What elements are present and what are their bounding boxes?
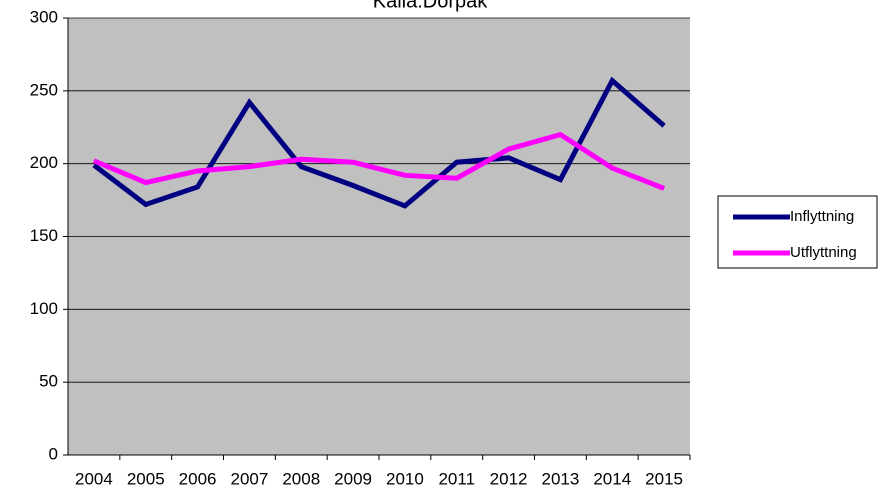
chart-title: Källa:Dorpak	[373, 0, 489, 12]
x-tick-label: 2005	[127, 469, 165, 488]
x-tick-label: 2014	[593, 469, 631, 488]
y-tick-label: 150	[30, 226, 58, 245]
y-tick-label: 300	[30, 7, 58, 26]
legend-label: Utflyttning	[790, 244, 857, 261]
x-tick-label: 2010	[386, 469, 424, 488]
x-tick-label: 2008	[282, 469, 320, 488]
x-tick-label: 2013	[542, 469, 580, 488]
x-tick-label: 2006	[179, 469, 217, 488]
legend-label: Inflyttning	[790, 208, 854, 225]
x-tick-label: 2009	[334, 469, 372, 488]
y-tick-label: 200	[30, 153, 58, 172]
y-tick-label: 250	[30, 80, 58, 99]
y-tick-label: 0	[49, 444, 58, 463]
x-tick-label: 2007	[231, 469, 269, 488]
series-line	[92, 76, 666, 209]
x-tick-label: 2015	[645, 469, 683, 488]
y-tick-label: 50	[39, 372, 58, 391]
legend	[717, 195, 878, 269]
y-tick-label: 100	[30, 299, 58, 318]
x-tick-label: 2004	[75, 469, 113, 488]
x-tick-label: 2011	[438, 469, 475, 488]
series-line	[92, 131, 665, 191]
x-tick-label: 2012	[490, 469, 528, 488]
